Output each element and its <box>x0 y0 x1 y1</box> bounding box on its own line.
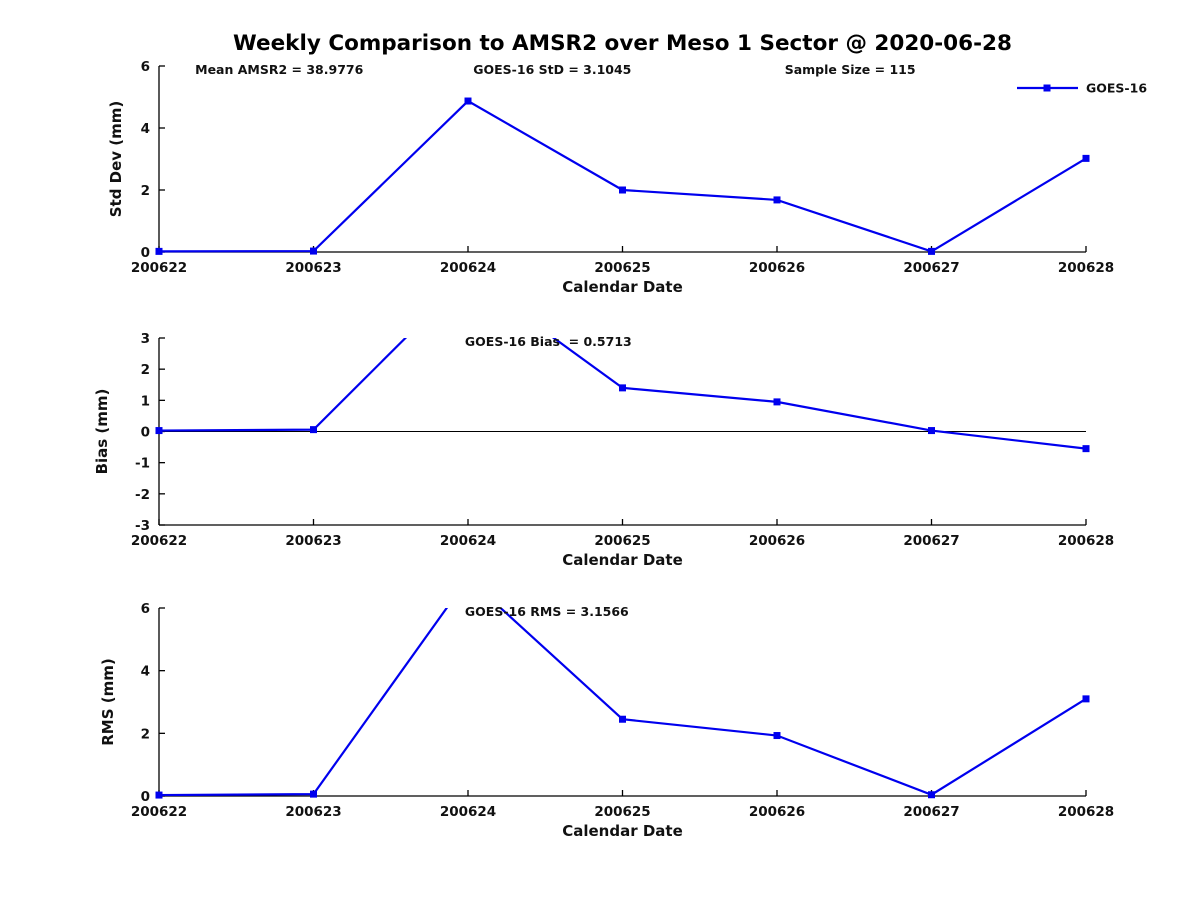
std-annotation: Sample Size = 115 <box>785 62 916 77</box>
bias-x-tick-label: 200626 <box>749 533 805 549</box>
bias-marker <box>928 427 935 435</box>
bias-y-tick-label: 3 <box>141 331 150 347</box>
std-x-tick-label: 200624 <box>440 260 496 276</box>
bias-marker <box>1082 445 1090 453</box>
bias-marker <box>310 426 317 434</box>
std-xlabel: Calendar Date <box>562 278 683 296</box>
bias-ylabel: Bias (mm) <box>93 389 111 475</box>
bias-x-tick-label: 200624 <box>440 533 496 549</box>
rms-series-group <box>155 575 1090 799</box>
rms-x-tick-label: 200623 <box>285 804 341 820</box>
std-series-group <box>155 97 1090 255</box>
bias-y-tick-label: -1 <box>135 456 150 472</box>
legend-marker <box>1043 84 1051 92</box>
rms-marker <box>773 732 781 740</box>
bias-marker <box>619 384 626 392</box>
bias-y-tick-label: 1 <box>141 393 150 409</box>
subplot-bias: -3 -2 -1 0 1 2 3 200622 200623 200624 200625 200626… <box>93 331 1114 569</box>
bias-y-tick-label: 0 <box>141 425 150 441</box>
std-y-tick-label: 4 <box>141 121 150 137</box>
rms-y-tick-label: 2 <box>141 726 150 742</box>
std-x-tick-label: 200622 <box>131 260 187 276</box>
rms-y-tick-label: 4 <box>141 664 150 680</box>
std-marker <box>464 97 472 105</box>
std-annotation: GOES-16 StD = 3.1045 <box>473 62 631 77</box>
rms-x-tick-label: 200627 <box>903 804 959 820</box>
bias-y-tick-label: -3 <box>135 518 150 534</box>
rms-marker <box>1082 695 1090 703</box>
rms-xlabel: Calendar Date <box>562 822 683 840</box>
subplot-rms: 0 2 4 6 200622 200623 200624 200625 200626 200627… <box>99 575 1114 840</box>
rms-marker <box>155 791 163 799</box>
legend: GOES-16 <box>1017 81 1147 96</box>
rms-y-tick-label: 6 <box>141 601 150 617</box>
std-x-tick-label: 200625 <box>594 260 650 276</box>
figure-title: Weekly Comparison to AMSR2 over Meso 1 S… <box>233 31 1012 56</box>
std-y-tick-label: 6 <box>141 59 150 75</box>
rms-marker <box>619 715 626 723</box>
bias-xlabel: Calendar Date <box>562 551 683 569</box>
rms-x-tick-label: 200622 <box>131 804 187 820</box>
rms-x-tick-label: 200626 <box>749 804 805 820</box>
std-line <box>158 99 1087 253</box>
bias-x-tick-label: 200625 <box>594 533 650 549</box>
std-marker <box>773 196 781 204</box>
rms-ylabel: RMS (mm) <box>99 658 117 745</box>
std-x-tick-label: 200626 <box>749 260 805 276</box>
bias-y-tick-label: 2 <box>141 362 150 378</box>
std-marker <box>1082 154 1090 162</box>
legend-label: GOES-16 <box>1086 81 1147 96</box>
std-marker <box>310 247 317 255</box>
bias-x-tick-label: 200628 <box>1058 533 1114 549</box>
rms-x-tick-label: 200625 <box>594 804 650 820</box>
bias-annotation: GOES-16 Bias = 0.5713 <box>465 334 632 349</box>
rms-x-tick-label: 200628 <box>1058 804 1114 820</box>
std-x-tick-label: 200628 <box>1058 260 1114 276</box>
subplot-std: 0 2 4 6 200622 200623 200624 200625 200626 200627… <box>107 59 1147 296</box>
std-x-tick-label: 200627 <box>903 260 959 276</box>
bias-marker <box>773 398 781 406</box>
std-x-tick-label: 200623 <box>285 260 341 276</box>
std-y-tick-label: 0 <box>141 245 150 261</box>
bias-line <box>158 338 1087 450</box>
rms-x-tick-label: 200624 <box>440 804 496 820</box>
std-annotation: Mean AMSR2 = 38.9776 <box>195 62 363 77</box>
std-marker <box>155 247 163 255</box>
std-marker <box>928 247 935 255</box>
bias-x-tick-label: 200622 <box>131 533 187 549</box>
bias-y-tick-label: -2 <box>135 487 150 503</box>
rms-marker <box>465 575 472 582</box>
std-y-tick-label: 2 <box>141 183 150 199</box>
std-marker <box>619 186 626 194</box>
std-ylabel: Std Dev (mm) <box>107 101 125 218</box>
bias-x-tick-label: 200627 <box>903 533 959 549</box>
rms-marker <box>310 790 317 798</box>
rms-marker <box>928 791 935 799</box>
rms-y-tick-label: 0 <box>141 789 150 805</box>
bias-marker <box>155 427 163 435</box>
bias-series-group <box>155 338 1090 453</box>
rms-annotation: GOES-16 RMS = 3.1566 <box>465 604 629 619</box>
bias-x-tick-label: 200623 <box>285 533 341 549</box>
